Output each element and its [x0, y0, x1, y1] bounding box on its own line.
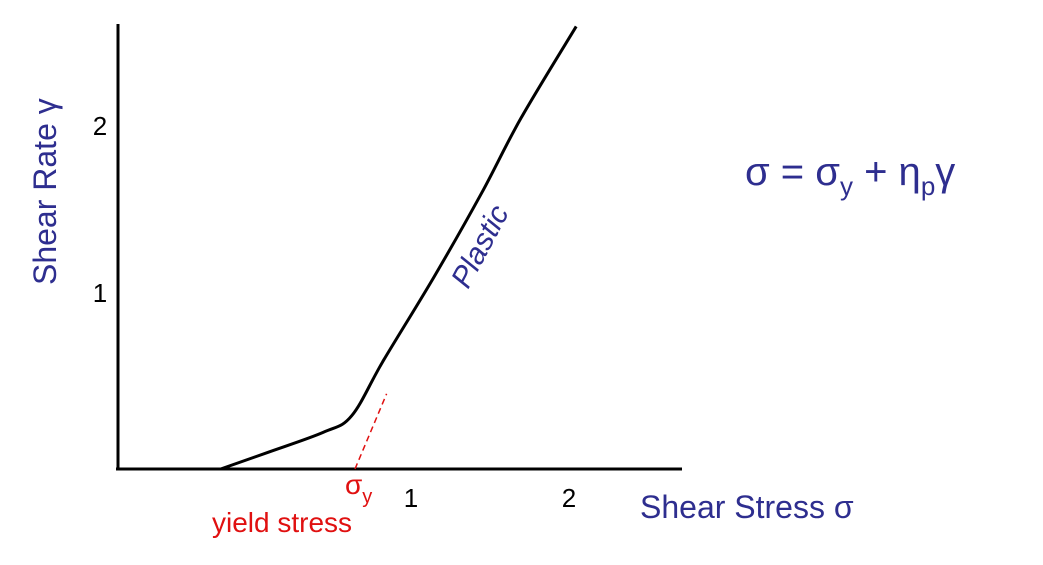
- x-axis-title: Shear Stress σ: [640, 489, 854, 525]
- y-tick-label-2: 2: [93, 111, 107, 141]
- y-tick-label-1: 1: [93, 278, 107, 308]
- yield-symbol: σy: [345, 469, 372, 508]
- series-line: [220, 25, 578, 471]
- x-tick-label-2: 2: [562, 483, 576, 513]
- yield-extrapolation-line: [354, 393, 388, 470]
- x-tick-label-1: 1: [404, 483, 418, 513]
- equation: σ = σy + ηpγ: [745, 150, 955, 201]
- y-axis-title: Shear Rate γ: [27, 98, 63, 285]
- yield-label: yield stress: [212, 507, 352, 538]
- curve-label: Plastic: [445, 200, 516, 294]
